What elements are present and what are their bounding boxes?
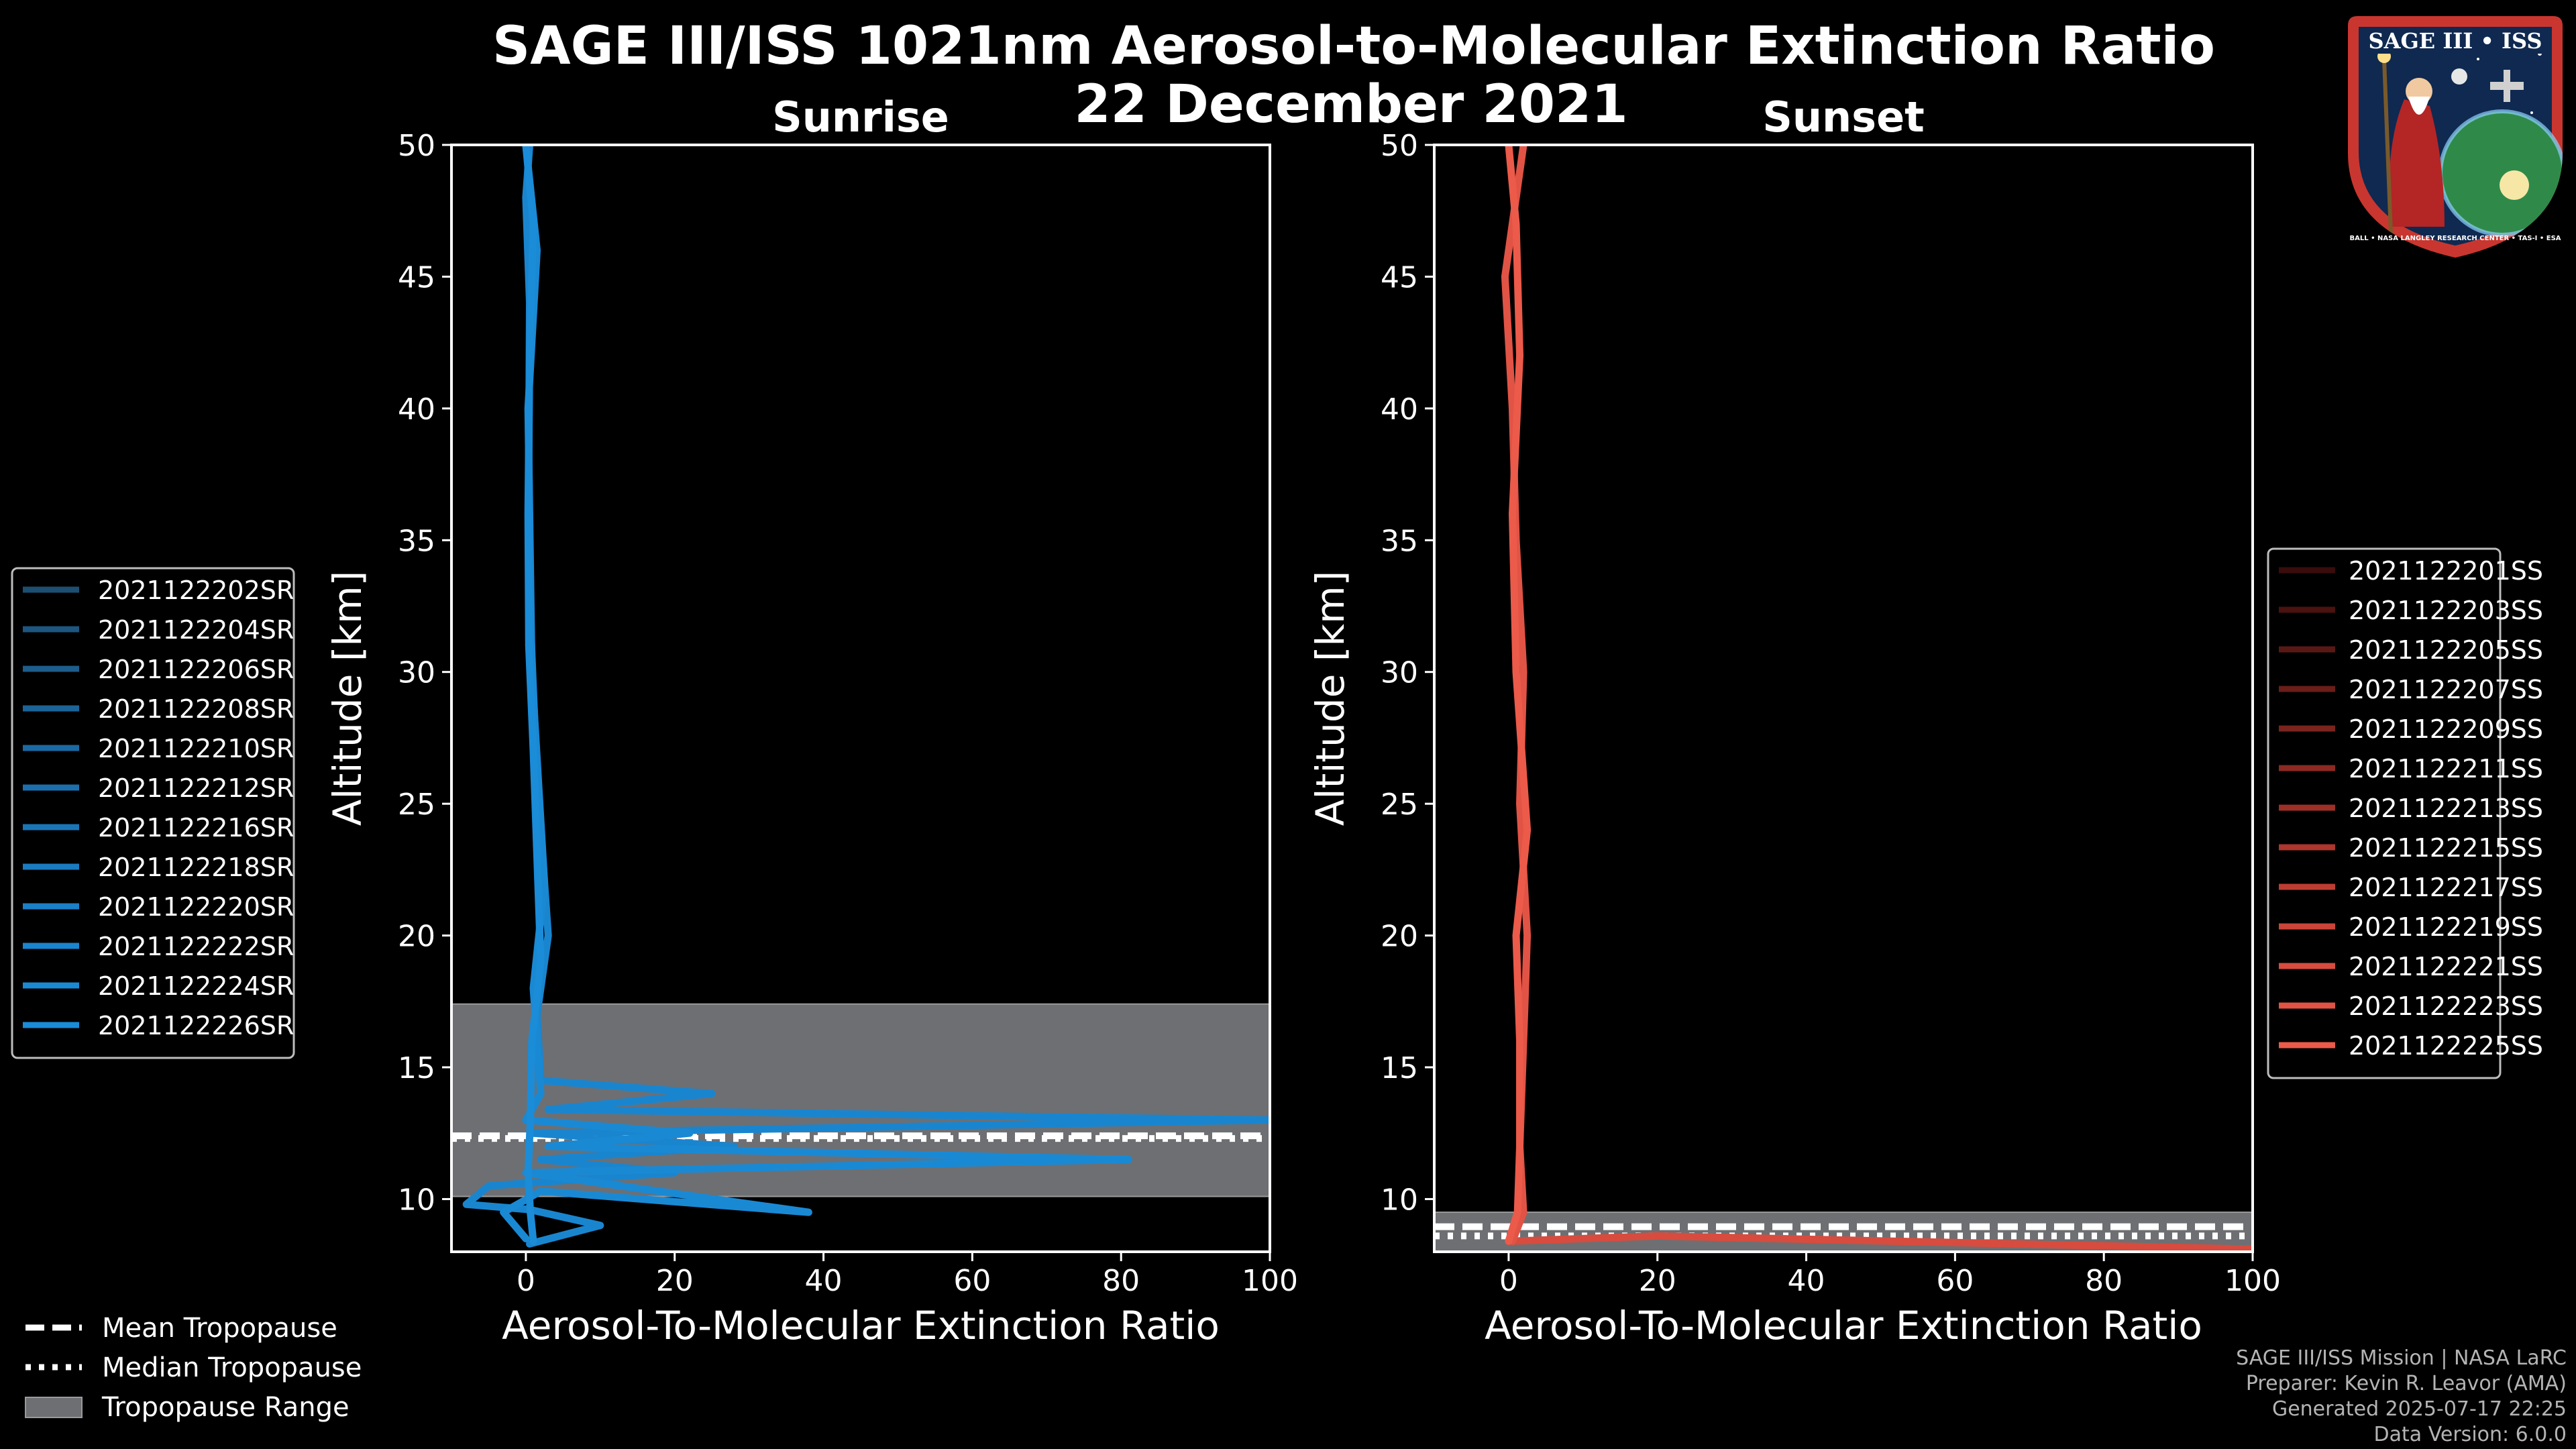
tropopause-legend-label-mean: Mean Tropopause — [102, 1313, 337, 1344]
legend-entry-label: 2021122218SR — [98, 853, 294, 882]
y-tick-label: 15 — [398, 1051, 435, 1085]
credits-block: SAGE III/ISS Mission | NASA LaRC Prepare… — [2236, 1346, 2567, 1448]
legend-entry-label: 2021122222SR — [98, 932, 294, 961]
y-tick-label: 15 — [1381, 1051, 1418, 1085]
y-tick-label: 45 — [1381, 260, 1418, 294]
legend-entry-label: 2021122210SR — [98, 734, 294, 763]
legend-entry-label: 2021122212SR — [98, 773, 294, 803]
legend-entry-label: 2021122205SS — [2349, 635, 2543, 665]
legend-entry-label: 2021122224SR — [98, 971, 294, 1001]
legend-entry-label: 2021122206SR — [98, 655, 294, 684]
credit-mission: SAGE III/ISS Mission | NASA LaRC — [2236, 1346, 2567, 1370]
credit-version: Data Version: 6.0.0 — [2373, 1423, 2567, 1446]
legend-entry-label: 2021122201SS — [2349, 556, 2543, 586]
tropopause-legend-label-median: Median Tropopause — [102, 1352, 362, 1383]
y-tick-label: 20 — [398, 920, 435, 954]
x-tick-label: 20 — [656, 1264, 694, 1298]
y-tick-label: 10 — [1381, 1183, 1418, 1217]
legend-entry-label: 2021122220SR — [98, 892, 294, 922]
y-tick-label: 40 — [1381, 392, 1418, 427]
legend-entry-label: 2021122221SS — [2349, 952, 2543, 981]
x-tick-label: 0 — [517, 1264, 535, 1298]
x-tick-label: 40 — [1788, 1264, 1825, 1298]
legend-entry-label: 2021122223SS — [2349, 991, 2543, 1021]
legend-entry-label: 2021122203SS — [2349, 596, 2543, 625]
legend-entry-label: 2021122225SS — [2349, 1031, 2543, 1061]
plot-area: 0 20 40 60 80 100101520253035404550SunriseAer… — [11, 93, 2543, 1423]
x-axis-label: Aerosol-To-Molecular Extinction Ratio — [502, 1303, 1220, 1348]
legend-entry-label: 2021122208SR — [98, 694, 294, 724]
legend-entry-label: 2021122211SS — [2349, 754, 2543, 784]
y-tick-label: 10 — [398, 1183, 435, 1217]
figure-title: SAGE III/ISS 1021nm Aerosol-to-Molecular… — [492, 16, 2215, 76]
legend-entry-label: 2021122226SR — [98, 1011, 294, 1040]
y-tick-label: 40 — [398, 392, 435, 427]
legend-entry-label: 2021122202SR — [98, 576, 294, 605]
plot-frame — [1433, 144, 2254, 1253]
logo-wordmark: SAGE III • ISS — [2369, 28, 2542, 54]
x-tick-label: 80 — [2085, 1264, 2123, 1298]
legend-entry-label: 2021122209SS — [2349, 714, 2543, 744]
legend-entry-label: 2021122215SS — [2349, 833, 2543, 863]
panel-sunrise: 0 20 40 60 80 100 10 15 20 25 30 35 40 45 50 Sunrise Aer… — [11, 93, 1298, 1348]
legend-sunrise: 2021122202SR 2021122204SR 2021122206SR 2021… — [11, 567, 295, 1059]
x-tick-label: 100 — [1242, 1264, 1298, 1298]
series-line-2021122221SS — [1505, 1232, 2253, 1252]
x-tick-label: 40 — [805, 1264, 843, 1298]
x-axis-label: Aerosol-To-Molecular Extinction Ratio — [1485, 1303, 2202, 1348]
legend-entry-label: 2021122217SS — [2349, 873, 2543, 902]
x-tick-label: 0 — [1499, 1264, 1518, 1298]
legend-sunset: 2021122201SS 2021122203SS 2021122205SS 2021… — [2267, 547, 2543, 1079]
tropopause-legend: Mean Tropopause Median Tropopause Tropopau… — [25, 1313, 362, 1423]
tropopause-legend-swatch-range — [25, 1397, 83, 1418]
legend-box — [2267, 547, 2502, 1079]
y-tick-label: 30 — [1381, 656, 1418, 690]
x-tick-label: 100 — [2224, 1264, 2281, 1298]
figure-subtitle-date: 22 December 2021 — [1074, 74, 1627, 135]
x-tick-label: 60 — [1936, 1264, 1974, 1298]
y-tick-label: 30 — [398, 656, 435, 690]
panel-sunset: 0 20 40 60 80 100 10 15 20 25 30 35 40 45 50 Sunset Aero… — [1307, 93, 2543, 1348]
y-tick-label: 20 — [1381, 920, 1418, 954]
legend-entry-label: 2021122213SS — [2349, 794, 2543, 823]
legend-entry-label: 2021122204SR — [98, 615, 294, 645]
legend-box — [11, 567, 295, 1059]
series-line-2021122226SR — [522, 145, 545, 1245]
series-line-2021122225SS — [1505, 145, 1532, 1245]
panel-title: Sunrise — [772, 93, 949, 142]
y-tick-label: 25 — [398, 788, 435, 822]
y-tick-label: 50 — [1381, 129, 1418, 163]
plot-frame — [450, 144, 1271, 1253]
series-group — [1501, 145, 2253, 1252]
series-group — [462, 145, 1270, 1248]
x-tick-label: 60 — [953, 1264, 991, 1298]
legend-entry-label: 2021122207SS — [2349, 675, 2543, 704]
x-tick-label: 80 — [1102, 1264, 1140, 1298]
legend-entry-label: 2021122216SR — [98, 813, 294, 843]
sage-mission-logo: SAGE III • ISS BALL • NASA LANGLEY RESEA… — [2348, 16, 2563, 258]
logo-caption: BALL • NASA LANGLEY RESEARCH CENTER • TA… — [2349, 235, 2561, 242]
x-tick-label: 20 — [1639, 1264, 1676, 1298]
panel-title: Sunset — [1762, 93, 1925, 142]
y-tick-label: 50 — [398, 129, 435, 163]
y-tick-label: 45 — [398, 260, 435, 294]
tropopause-legend-label-range: Tropopause Range — [101, 1392, 350, 1423]
credit-generated: Generated 2025-07-17 22:25 — [2271, 1397, 2567, 1421]
y-tick-label: 35 — [1381, 524, 1418, 558]
y-tick-label: 25 — [1381, 788, 1418, 822]
y-axis-label: Altitude [km] — [325, 571, 370, 826]
y-tick-label: 35 — [398, 524, 435, 558]
y-axis-label: Altitude [km] — [1307, 571, 1353, 826]
credit-preparer: Preparer: Kevin R. Leavor (AMA) — [2245, 1372, 2567, 1395]
legend-entry-label: 2021122219SS — [2349, 912, 2543, 942]
